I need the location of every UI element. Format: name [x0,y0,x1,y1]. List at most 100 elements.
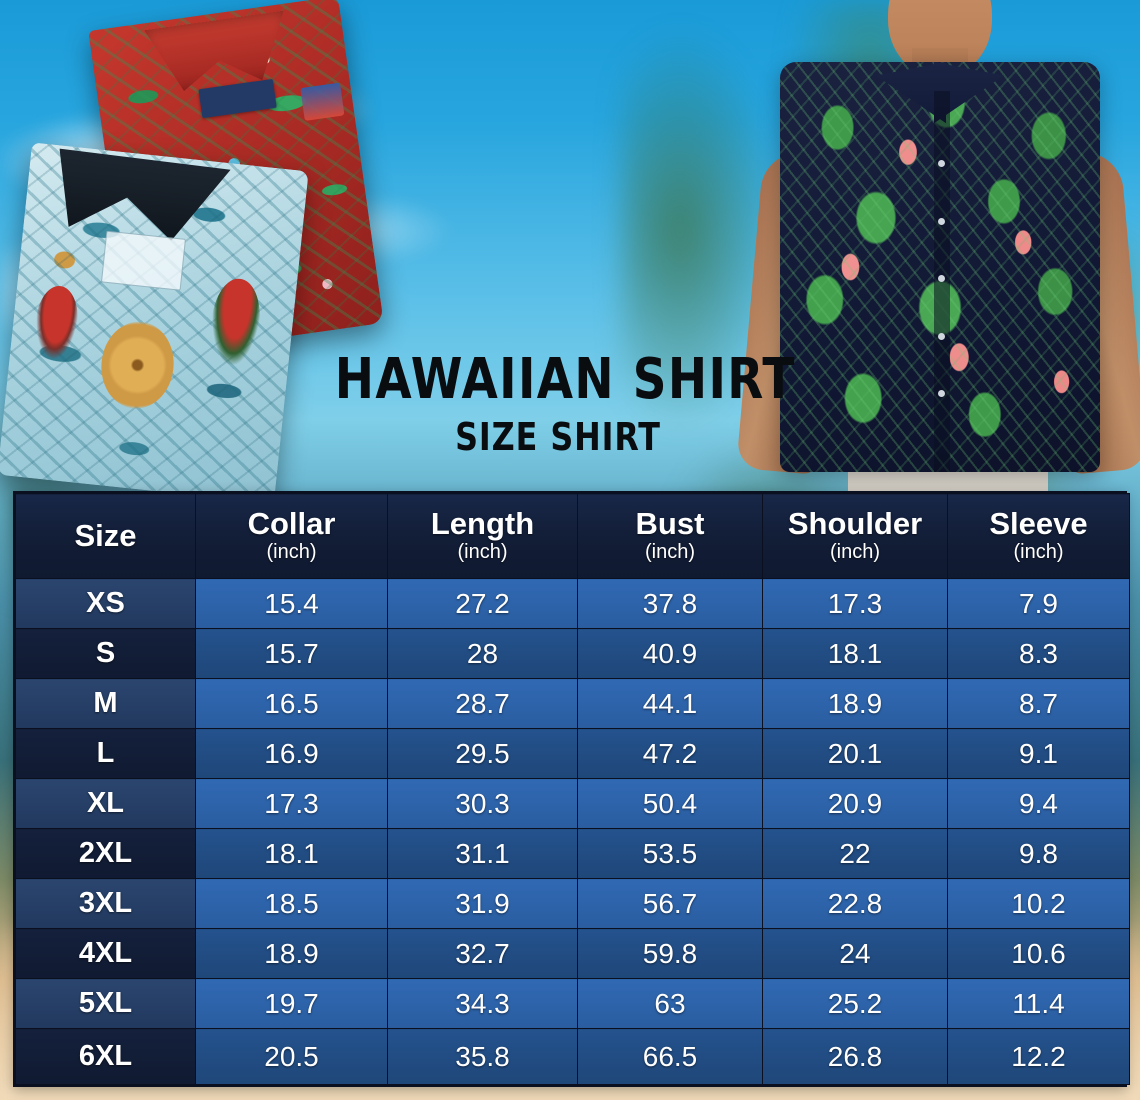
sleeve-cell: 9.8 [947,828,1130,879]
length-cell: 34.3 [387,978,578,1029]
table-body: XS 15.4 27.2 37.8 17.3 7.9 S 15.7 28 40.9 18.1 8.3 M… [15,578,1130,1085]
collar-cell: 18.1 [195,828,388,879]
sleeve-cell: 8.7 [947,678,1130,729]
chest-pocket [101,230,187,291]
sleeve-cell: 7.9 [947,578,1130,629]
length-cell: 32.7 [387,928,578,979]
sleeve-cell: 12.2 [947,1028,1130,1085]
bust-cell: 56.7 [577,878,763,929]
shirt-button [938,160,946,168]
shoulder-cell: 25.2 [762,978,948,1029]
shoulder-cell: 18.1 [762,628,948,679]
collar-cell: 16.5 [195,678,388,729]
bust-cell: 53.5 [577,828,763,879]
column-header-sleeve: Sleeve (inch) [947,493,1130,579]
column-header-label: Bust [635,505,705,541]
bust-cell: 44.1 [577,678,763,729]
size-cell: 4XL [15,928,196,979]
bust-cell: 50.4 [577,778,763,829]
column-header-unit: (inch) [829,541,880,564]
bust-cell: 37.8 [577,578,763,629]
table-row: XS 15.4 27.2 37.8 17.3 7.9 [15,578,1130,629]
shoulder-cell: 22 [762,828,948,879]
collar-cell: 16.9 [195,728,388,779]
model-photo [736,0,1140,492]
column-header-unit: (inch) [1013,541,1064,564]
table-row: XL 17.3 30.3 50.4 20.9 9.4 [15,778,1130,829]
collar-cell: 17.3 [195,778,388,829]
table-header-row: Size Collar (inch) Length (inch) Bust (i… [15,493,1130,579]
shoulder-cell: 26.8 [762,1028,948,1085]
bust-cell: 63 [577,978,763,1029]
size-cell: XS [15,578,196,629]
column-header-label: Collar [247,505,336,541]
table-row: 5XL 19.7 34.3 63 25.2 11.4 [15,978,1130,1029]
shoulder-cell: 22.8 [762,878,948,929]
column-header-bust: Bust (inch) [577,493,763,579]
size-cell: L [15,728,196,779]
shoulder-cell: 18.9 [762,678,948,729]
collar-cell: 18.5 [195,878,388,929]
table-header: Size Collar (inch) Length (inch) Bust (i… [15,493,1130,579]
shirt-button [938,390,946,397]
column-header-size: Size [15,493,196,579]
length-cell: 28 [387,628,578,679]
shoulder-cell: 17.3 [762,578,948,629]
bust-cell: 59.8 [577,928,763,979]
column-header-unit: (inch) [644,541,695,564]
size-cell: M [15,678,196,729]
column-header-shoulder: Shoulder (inch) [762,493,948,579]
table-row: S 15.7 28 40.9 18.1 8.3 [15,628,1130,679]
size-chart-table: Size Collar (inch) Length (inch) Bust (i… [15,493,1130,1085]
bust-cell: 47.2 [577,728,763,779]
collar-cell: 19.7 [195,978,388,1029]
collar-cell: 18.9 [195,928,388,979]
flamingo-hawaiian-shirt-image [780,62,1100,472]
column-header-label: Size [74,517,137,553]
size-cell: S [15,628,196,679]
length-cell: 31.1 [387,828,578,879]
column-header-label: Length [430,505,535,541]
blue-hawaiian-shirt-image [0,142,309,504]
table-row: 3XL 18.5 31.9 56.7 22.8 10.2 [15,878,1130,929]
chart-title-block: HAWAIIAN SHIRT SIZE SHIRT [318,347,798,459]
collar-cell: 15.7 [195,628,388,679]
sleeve-cell: 10.6 [947,928,1130,979]
length-cell: 27.2 [387,578,578,629]
size-cell: 2XL [15,828,196,879]
chest-logo [299,82,345,121]
shirt-button [938,332,946,340]
table-row: M 16.5 28.7 44.1 18.9 8.7 [15,678,1130,729]
column-header-length: Length (inch) [387,493,578,579]
bust-cell: 40.9 [577,628,763,679]
length-cell: 28.7 [387,678,578,729]
sleeve-cell: 9.1 [947,728,1130,779]
sleeve-cell: 10.2 [947,878,1130,929]
shoulder-cell: 20.9 [762,778,948,829]
size-cell: 5XL [15,978,196,1029]
page-title: HAWAIIAN SHIRT [334,347,796,412]
table-row: 4XL 18.9 32.7 59.8 24 10.6 [15,928,1130,979]
size-cell: 3XL [15,878,196,929]
column-header-unit: (inch) [457,541,508,564]
shoulder-cell: 20.1 [762,728,948,779]
length-cell: 29.5 [387,728,578,779]
length-cell: 35.8 [387,1028,578,1085]
size-chart-table-container: Size Collar (inch) Length (inch) Bust (i… [13,491,1130,1087]
page-subtitle: SIZE SHIRT [455,415,661,459]
sleeve-cell: 8.3 [947,628,1130,679]
column-header-label: Shoulder [787,505,923,541]
bust-cell: 66.5 [577,1028,763,1085]
length-cell: 30.3 [387,778,578,829]
sleeve-cell: 9.4 [947,778,1130,829]
shoulder-cell: 24 [762,928,948,979]
table-row: L 16.9 29.5 47.2 20.1 9.1 [15,728,1130,779]
collar-cell: 15.4 [195,578,388,629]
column-header-unit: (inch) [266,541,317,564]
shirt-button [938,275,946,283]
shirt-button [938,217,946,225]
sleeve-cell: 11.4 [947,978,1130,1029]
column-header-label: Sleeve [989,505,1088,541]
column-header-collar: Collar (inch) [195,493,388,579]
